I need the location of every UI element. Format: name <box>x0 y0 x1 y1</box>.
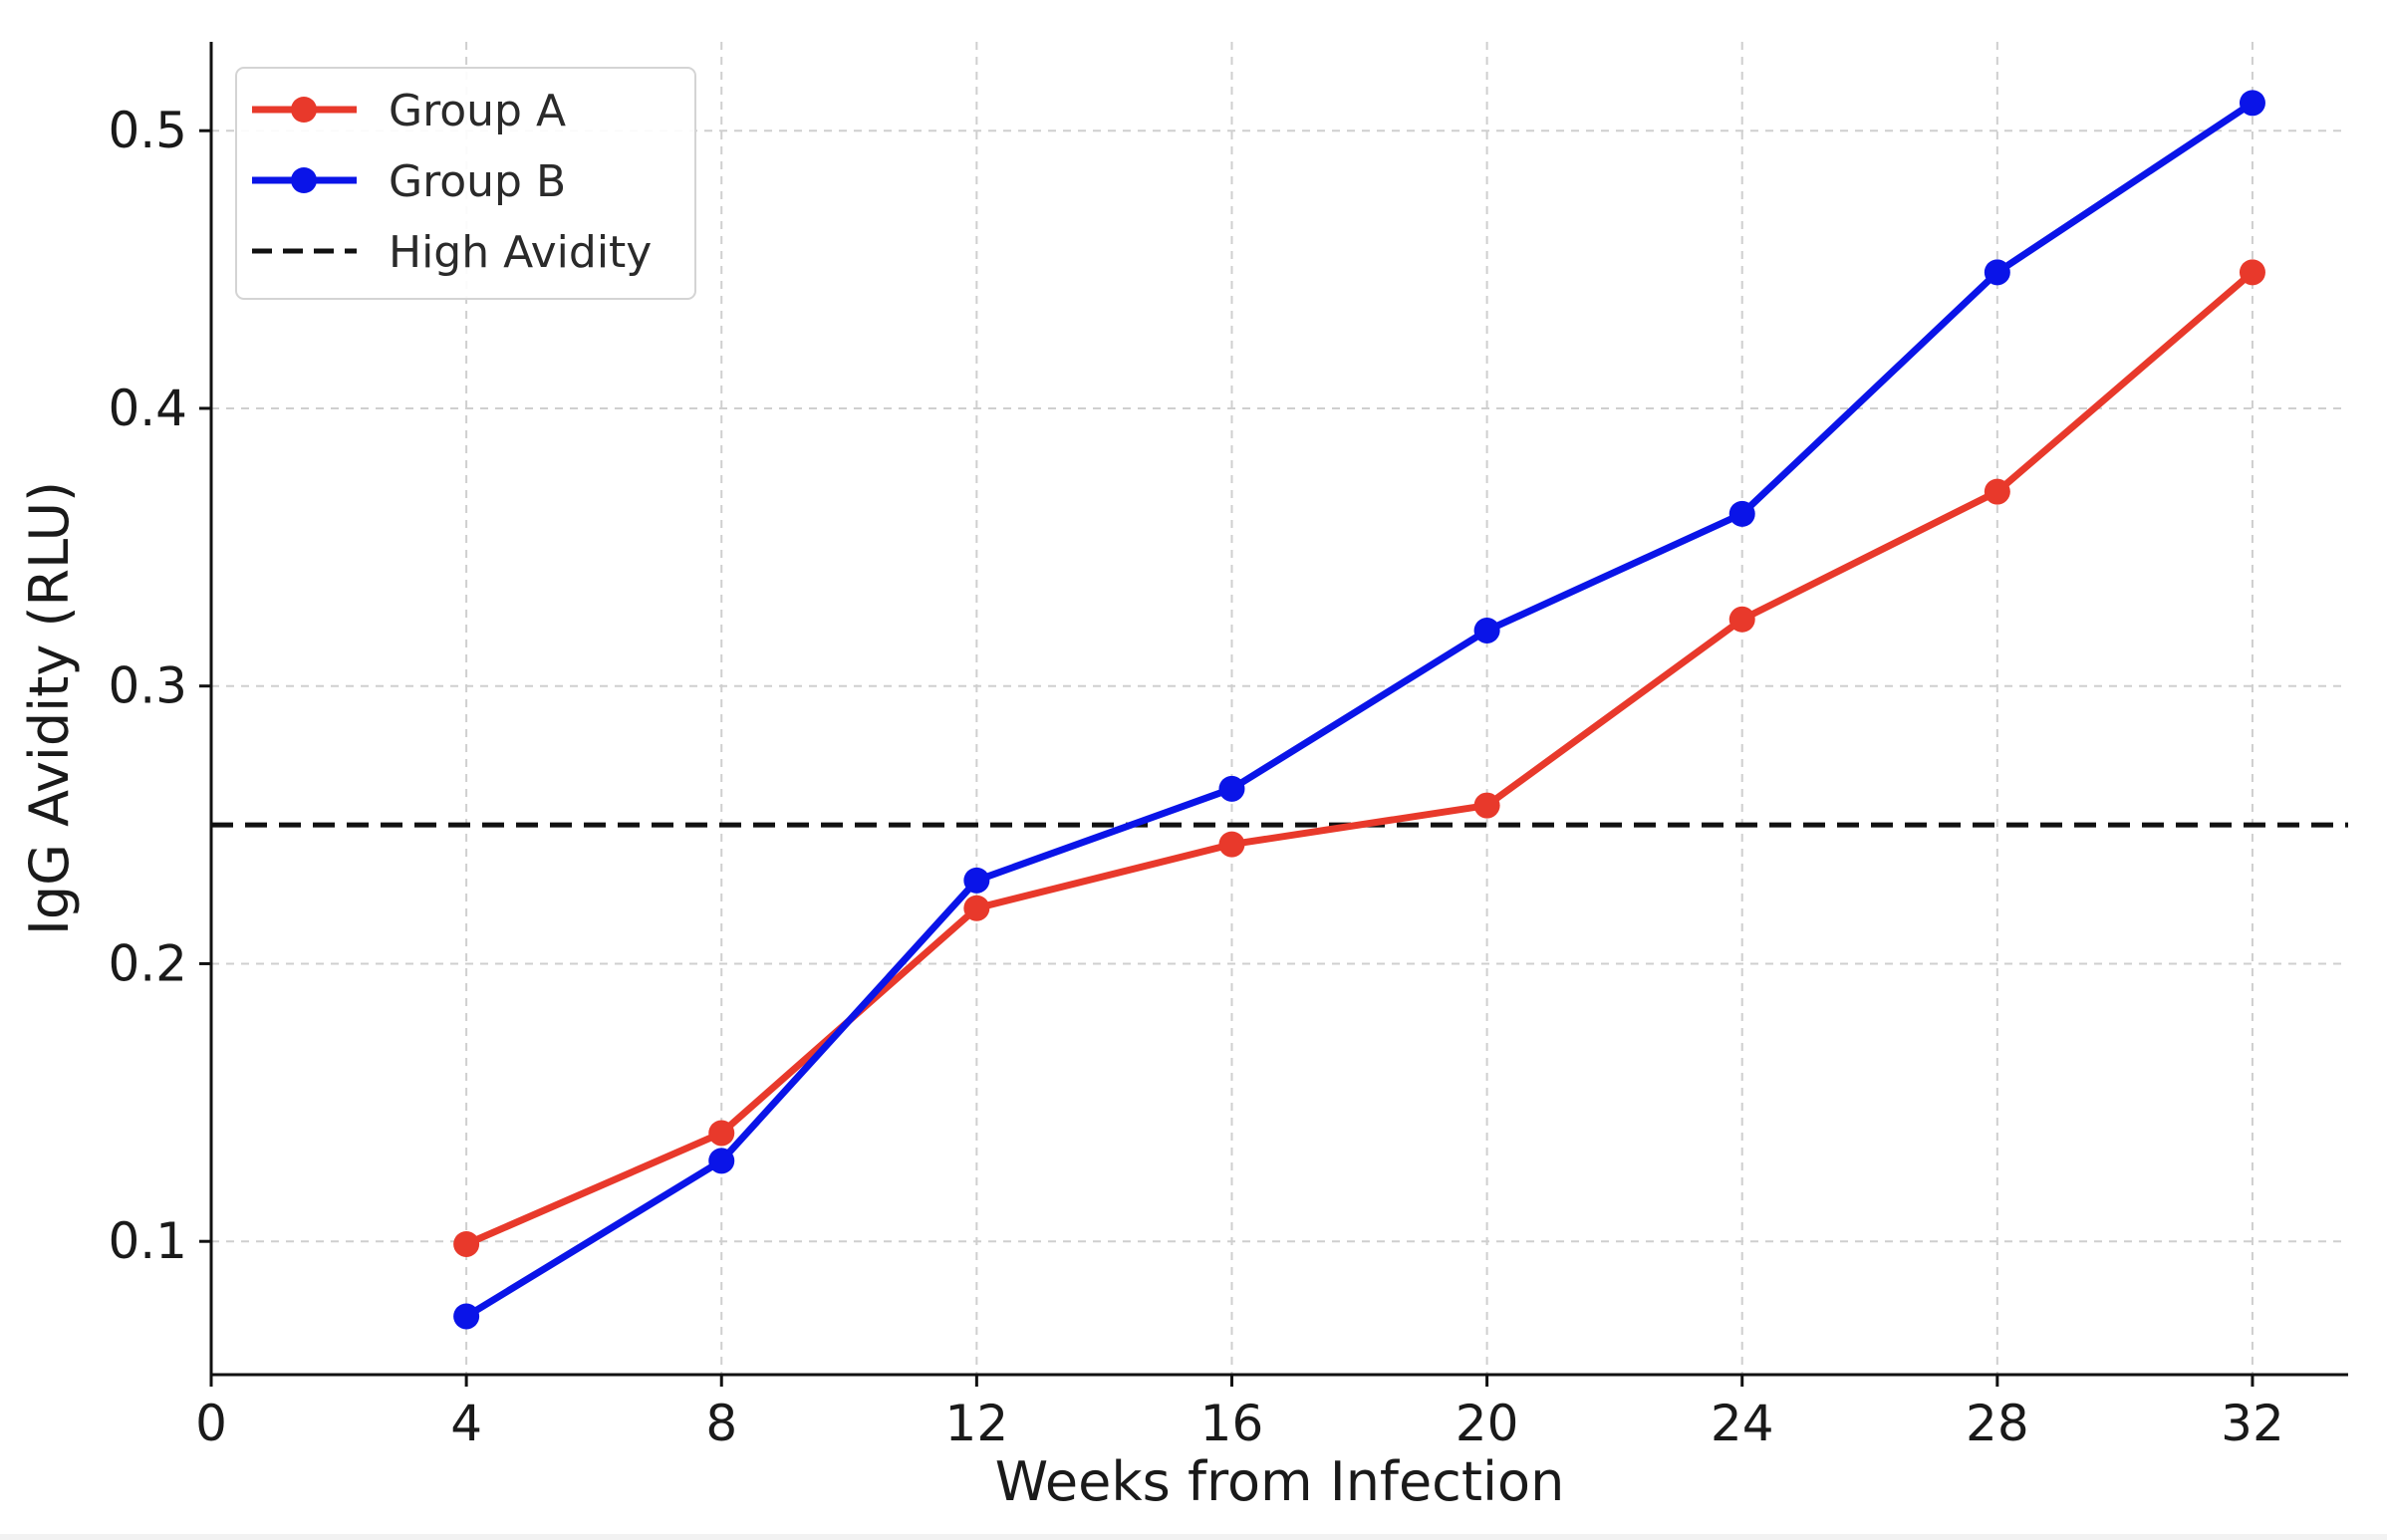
x-tick-label: 20 <box>1456 1395 1519 1452</box>
series-lines <box>453 90 2265 1330</box>
x-tick-label: 28 <box>1966 1395 2029 1452</box>
group-b-point <box>1473 617 1500 643</box>
group-b-point <box>708 1148 735 1174</box>
group-a-point <box>1728 606 1755 633</box>
legend-item-group-b: Group B <box>252 156 566 207</box>
x-tick-label: 16 <box>1200 1395 1264 1452</box>
y-tick-label: 0.3 <box>108 657 187 715</box>
x-tick-label: 12 <box>945 1395 1009 1452</box>
tick-labels: 0 4 8 12 16 20 24 28 32 0.1 0.2 0.3 0.4 0.5 <box>108 102 2283 1452</box>
y-tick-label: 0.2 <box>108 934 187 992</box>
x-tick-label: 32 <box>2221 1395 2284 1452</box>
x-tick-label: 8 <box>705 1395 737 1452</box>
group-b-point <box>1218 775 1245 802</box>
group-b-point <box>453 1303 480 1330</box>
group-a-point <box>2239 259 2265 286</box>
series-group-b <box>453 90 2265 1330</box>
x-tick-label: 0 <box>195 1395 227 1452</box>
group-b-point <box>1728 500 1755 527</box>
series-group-a <box>453 259 2265 1257</box>
group-b-point <box>1984 259 2010 286</box>
bottom-strip <box>0 1534 2387 1540</box>
grid <box>211 42 2348 1375</box>
legend-item-group-a: Group A <box>252 86 566 136</box>
x-tick-label: 4 <box>450 1395 482 1452</box>
legend: Group A Group B High Avidity <box>235 67 696 300</box>
group-a-point <box>963 895 990 921</box>
legend-marker <box>291 167 317 193</box>
legend-label: High Avidity <box>389 227 652 278</box>
x-axis-title: Weeks from Infection <box>995 1450 1565 1513</box>
legend-item-high-avidity: High Avidity <box>252 227 652 278</box>
group-a-point <box>1984 478 2010 505</box>
y-axis-title: IgG Avidity (RLU) <box>18 481 81 935</box>
group-a-line <box>464 269 2255 1248</box>
legend-marker <box>291 97 317 123</box>
legend-label: Group A <box>389 86 566 136</box>
legend-label: Group B <box>389 156 566 207</box>
x-tick-label: 24 <box>1711 1395 1774 1452</box>
group-a-point <box>708 1120 735 1147</box>
legend-box <box>235 67 696 300</box>
group-b-point <box>963 867 990 894</box>
y-tick-label: 0.5 <box>108 102 187 159</box>
group-a-point <box>1218 831 1245 858</box>
y-tick-label: 0.1 <box>108 1212 187 1270</box>
axes <box>209 42 2348 1377</box>
group-a-point <box>1473 792 1500 819</box>
group-b-line <box>464 100 2254 1320</box>
group-a-point <box>453 1230 480 1257</box>
group-b-point <box>2239 90 2265 117</box>
y-tick-label: 0.4 <box>108 380 187 437</box>
